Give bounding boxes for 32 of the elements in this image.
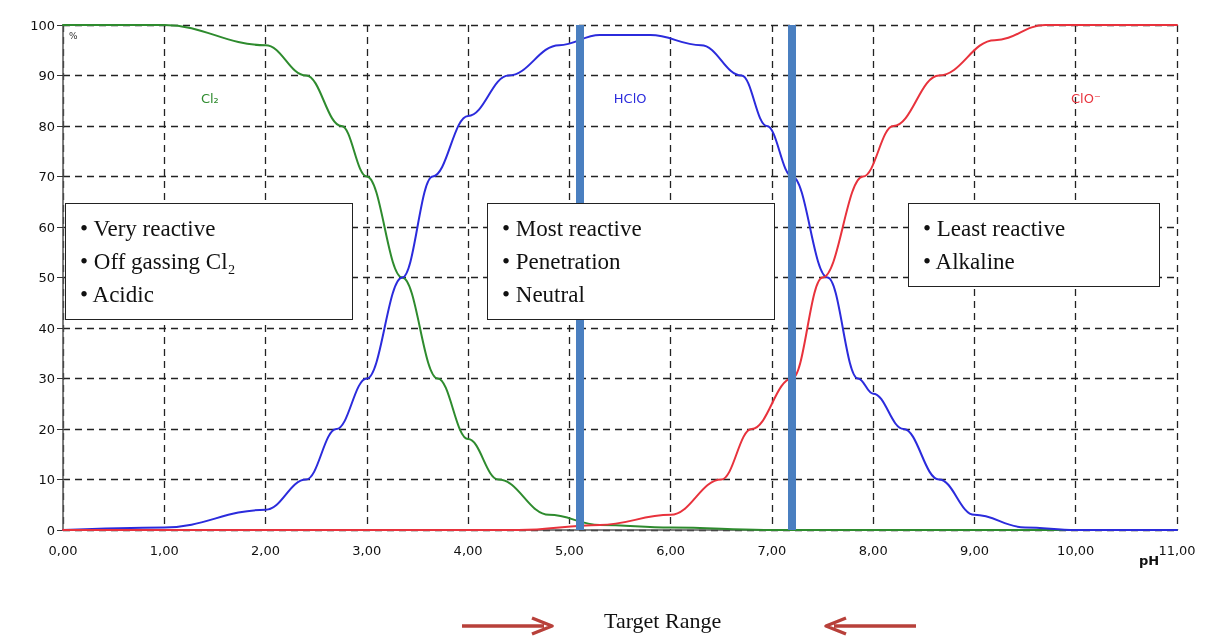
y-tick-label: 70 [38, 169, 55, 184]
text-box: • Most reactive • Penetration • Neutral [487, 203, 775, 320]
y-tick-label: 0 [46, 522, 55, 538]
text: Cl₂ [200, 90, 219, 106]
x-tick-label: 3,00 [352, 543, 382, 558]
y-tick-label: 100 [30, 17, 55, 33]
text: ClO⁻ [1070, 90, 1101, 106]
x-tick-label: 10,00 [1057, 543, 1095, 558]
y-tick-label: 90 [38, 68, 55, 83]
x-tick-label: 0,00 [48, 543, 78, 558]
x-tick-label: 8,00 [858, 543, 888, 558]
x-tick-label: 2,00 [251, 543, 281, 558]
x-tick-label: 11,00 [1158, 543, 1196, 558]
y-tick-label: 20 [38, 421, 55, 437]
y-tick-label: 50 [38, 270, 55, 285]
y-tick-label: 30 [38, 371, 55, 386]
y-tick-label: 80 [38, 118, 55, 134]
x-tick-label: 1,00 [149, 543, 179, 558]
x-tick-label: 4,00 [453, 543, 483, 558]
text: HClO [613, 90, 647, 106]
x-axis-title: pH [1138, 553, 1160, 568]
y-tick-label: 40 [38, 320, 55, 336]
text-box: • Least reactive • Alkaline [908, 203, 1160, 287]
x-tick-label: 6,00 [656, 543, 686, 558]
y-tick-label: 10 [38, 472, 55, 487]
text-box: • Very reactive • Off gassing Cl₂ • Acidic [65, 203, 353, 320]
text: Target Range [604, 608, 722, 634]
x-tick-label: 5,00 [554, 543, 584, 558]
y-tick-label: 60 [38, 219, 55, 235]
x-tick-label: 7,00 [757, 543, 787, 558]
y-axis-title: % [69, 30, 78, 41]
x-tick-label: 9,00 [959, 543, 989, 558]
